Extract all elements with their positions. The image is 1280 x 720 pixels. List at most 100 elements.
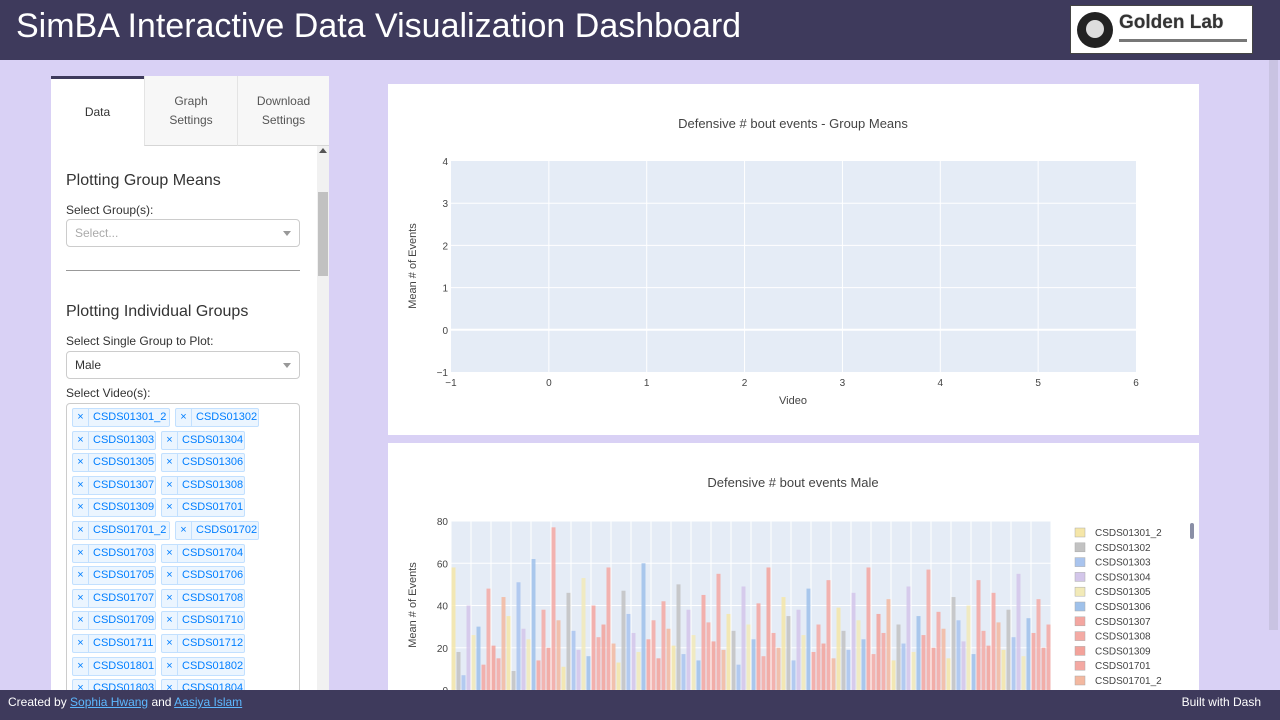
legend-swatch (1074, 646, 1086, 656)
tab-data[interactable]: Data (51, 76, 144, 146)
bar (856, 620, 861, 690)
video-chip-label: CSDS01804 (182, 682, 244, 690)
y-tick-label: 0 (442, 686, 448, 690)
remove-chip-icon[interactable]: × (176, 409, 192, 426)
video-chip[interactable]: × CSDS01711 (72, 634, 156, 653)
remove-chip-icon[interactable]: × (162, 454, 178, 472)
remove-chip-icon[interactable]: × (162, 476, 178, 494)
remove-chip-icon[interactable]: × (162, 567, 178, 585)
video-chip[interactable]: × CSDS01701_2 (72, 521, 170, 540)
video-chip-label: CSDS01710 (182, 614, 244, 627)
group-means-chart: Defensive # bout events - Group Means −1 0… (407, 116, 1139, 407)
remove-chip-icon[interactable]: × (73, 499, 89, 517)
chevron-down-icon[interactable] (283, 231, 291, 236)
remove-chip-icon[interactable]: × (73, 522, 89, 539)
remove-chip-icon[interactable]: × (73, 476, 89, 494)
video-chip[interactable]: × CSDS01702 (175, 521, 259, 540)
bar (471, 635, 476, 690)
video-chip-label: CSDS01801 (93, 659, 155, 672)
video-chip[interactable]: × CSDS01306 (161, 453, 245, 473)
bar (956, 620, 961, 690)
bar (556, 620, 561, 690)
remove-chip-icon[interactable]: × (73, 657, 89, 675)
video-chip[interactable]: × CSDS01708 (161, 588, 245, 608)
remove-chip-icon[interactable]: × (73, 589, 89, 607)
group-means-plot-area (451, 161, 1136, 372)
remove-chip-icon[interactable]: × (73, 544, 89, 562)
page-scroll-thumb[interactable] (1269, 60, 1278, 630)
video-chip[interactable]: × CSDS01706 (161, 566, 245, 586)
video-chip[interactable]: × CSDS01705 (72, 566, 156, 586)
chevron-down-icon[interactable] (283, 363, 291, 368)
bar (586, 656, 591, 690)
select-single-group-dropdown[interactable]: Male (66, 351, 300, 379)
bar (466, 605, 471, 690)
video-chip[interactable]: × CSDS01303 (72, 430, 156, 450)
remove-chip-icon[interactable]: × (162, 589, 178, 607)
video-chip[interactable]: × CSDS01304 (161, 430, 245, 450)
remove-chip-icon[interactable]: × (73, 409, 89, 426)
video-chip[interactable]: × CSDS01704 (161, 543, 245, 563)
remove-chip-icon[interactable]: × (73, 454, 89, 472)
panel-scrollbar[interactable] (317, 146, 329, 690)
remove-chip-icon[interactable]: × (162, 635, 178, 652)
video-chip[interactable]: × CSDS01804 (161, 679, 245, 690)
video-chip[interactable]: × CSDS01802 (161, 656, 245, 676)
video-chip[interactable]: × CSDS01709 (72, 611, 156, 631)
y-tick-label: 3 (442, 199, 448, 210)
bar (616, 662, 621, 690)
video-chip[interactable]: × CSDS01308 (161, 475, 245, 495)
bar (981, 630, 986, 690)
tab-graph-settings[interactable]: Graph Settings (144, 76, 237, 146)
bar (921, 635, 926, 690)
video-chip[interactable]: × CSDS01301_2 (72, 408, 170, 427)
video-chip[interactable]: × CSDS01302 (175, 408, 259, 427)
remove-chip-icon[interactable]: × (162, 544, 178, 562)
bar (771, 632, 776, 690)
video-chip[interactable]: × CSDS01803 (72, 679, 156, 690)
video-chip[interactable]: × CSDS01707 (72, 588, 156, 608)
remove-chip-icon[interactable]: × (162, 657, 178, 675)
select-videos-multiselect[interactable]: × CSDS01301_2 × CSDS01302 × CSDS01303 × CSDS013… (66, 403, 300, 690)
tab-graph-settings-label: Graph Settings (169, 93, 213, 127)
bar (986, 645, 991, 690)
bar (571, 630, 576, 690)
video-chip-label: CSDS01309 (93, 501, 155, 514)
remove-chip-icon[interactable]: × (162, 680, 178, 690)
remove-chip-icon[interactable]: × (162, 612, 178, 630)
bar (621, 590, 626, 690)
bar (836, 607, 841, 690)
individual-group-graph: Defensive # bout events Male 0 20 40 60 80 Mea… (388, 443, 1199, 690)
select-groups-dropdown[interactable]: Select... (66, 219, 300, 247)
footer-credits: Created by Sophia Hwang and Aasiya Islam (8, 695, 242, 709)
bar (716, 573, 721, 690)
remove-chip-icon[interactable]: × (73, 567, 89, 585)
author-link-aasiya[interactable]: Aasiya Islam (174, 695, 243, 709)
group-means-graph: Defensive # bout events - Group Means −1 0… (388, 84, 1199, 435)
bar (751, 639, 756, 690)
remove-chip-icon[interactable]: × (176, 522, 192, 539)
video-chip[interactable]: × CSDS01703 (72, 543, 156, 563)
remove-chip-icon[interactable]: × (162, 431, 178, 449)
bar (746, 624, 751, 690)
video-chip[interactable]: × CSDS01305 (72, 453, 156, 473)
legend-entry: CSDS01304 (1095, 572, 1151, 583)
remove-chip-icon[interactable]: × (73, 612, 89, 630)
page-scrollbar[interactable] (1267, 60, 1280, 690)
scroll-up-arrow-icon[interactable] (319, 148, 327, 153)
panel-scroll-thumb[interactable] (318, 192, 328, 276)
video-chip-label: CSDS01305 (93, 456, 155, 469)
video-chip[interactable]: × CSDS01712 (161, 634, 245, 653)
video-chip[interactable]: × CSDS01801 (72, 656, 156, 676)
video-chip[interactable]: × CSDS01309 (72, 498, 156, 518)
remove-chip-icon[interactable]: × (73, 680, 89, 690)
remove-chip-icon[interactable]: × (73, 635, 89, 652)
x-tick-label: 5 (1035, 378, 1041, 389)
video-chip[interactable]: × CSDS01710 (161, 611, 245, 631)
remove-chip-icon[interactable]: × (162, 499, 178, 517)
tab-download-settings[interactable]: Download Settings (237, 76, 329, 146)
video-chip[interactable]: × CSDS01701 (161, 498, 245, 518)
video-chip[interactable]: × CSDS01307 (72, 475, 156, 495)
remove-chip-icon[interactable]: × (73, 431, 89, 449)
author-link-sophia[interactable]: Sophia Hwang (70, 695, 149, 709)
